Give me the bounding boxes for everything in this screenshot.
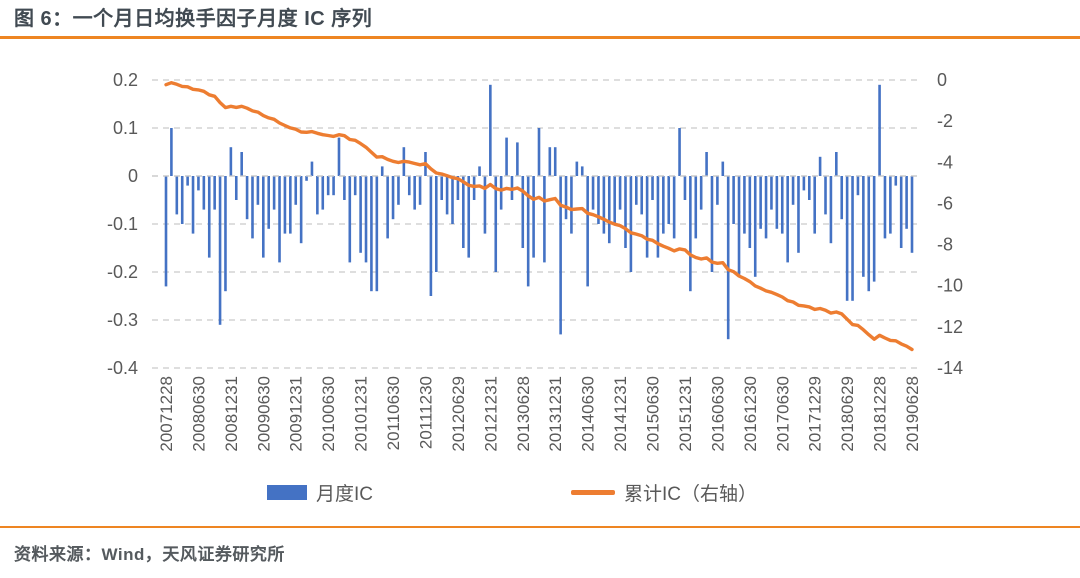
svg-text:-0.1: -0.1 xyxy=(107,214,138,234)
left-axis-tick-labels: 0.2 0.1 0 -0.1 -0.2 -0.3 -0.4 xyxy=(107,70,138,378)
monthly-ic-bars xyxy=(164,84,914,340)
svg-text:0.2: 0.2 xyxy=(113,70,138,90)
legend-line-swatch-icon xyxy=(571,490,615,495)
ic-combo-chart: 0.2 0.1 0 -0.1 -0.2 -0.3 -0.4 0 -2 -4 -6 -8 -10 -12 -1… xyxy=(107,70,963,452)
cumulative-ic-line xyxy=(164,81,914,352)
figure-title: 图 6：一个月日均换手因子月度 IC 序列 xyxy=(14,8,373,30)
accent-rule-top xyxy=(0,36,1080,39)
svg-text:20140630: 20140630 xyxy=(579,376,598,452)
svg-text:0: 0 xyxy=(937,70,947,90)
chart-legend: 月度IC 累计IC（右轴） xyxy=(0,479,1052,506)
svg-text:20110630: 20110630 xyxy=(384,376,403,450)
svg-text:20141231: 20141231 xyxy=(611,376,630,452)
svg-text:-12: -12 xyxy=(937,317,963,337)
svg-text:-2: -2 xyxy=(937,111,953,131)
svg-text:20101231: 20101231 xyxy=(352,376,371,452)
svg-text:20181228: 20181228 xyxy=(871,376,890,452)
svg-text:20190628: 20190628 xyxy=(903,376,922,452)
svg-text:20100630: 20100630 xyxy=(319,376,338,452)
svg-text:-0.2: -0.2 xyxy=(107,262,138,282)
svg-text:-4: -4 xyxy=(937,152,953,172)
legend-bar-swatch-icon xyxy=(266,485,307,500)
grid-lines xyxy=(152,79,920,369)
svg-text:20171229: 20171229 xyxy=(806,376,825,452)
svg-text:0: 0 xyxy=(128,166,138,186)
svg-text:20131231: 20131231 xyxy=(546,376,565,452)
legend-item-cumulative-ic: 累计IC（右轴） xyxy=(571,479,757,506)
svg-text:20161230: 20161230 xyxy=(741,376,760,452)
right-axis-tick-labels: 0 -2 -4 -6 -8 -10 -12 -14 xyxy=(937,70,963,378)
svg-text:-14: -14 xyxy=(937,358,963,378)
svg-text:20071228: 20071228 xyxy=(157,376,176,452)
svg-text:20091231: 20091231 xyxy=(287,376,306,452)
legend-item-monthly-ic: 月度IC xyxy=(266,479,373,506)
legend-line-label: 累计IC（右轴） xyxy=(624,484,758,505)
svg-text:20130628: 20130628 xyxy=(514,376,533,452)
source-note: 资料来源：Wind，天风证券研究所 xyxy=(14,545,285,564)
svg-text:-6: -6 xyxy=(937,193,953,213)
legend-bar-label: 月度IC xyxy=(315,484,373,505)
svg-text:-0.4: -0.4 xyxy=(107,358,138,378)
svg-text:-0.3: -0.3 xyxy=(107,310,138,330)
svg-text:20170630: 20170630 xyxy=(773,376,792,452)
svg-text:20090630: 20090630 xyxy=(254,376,273,452)
svg-text:20081231: 20081231 xyxy=(222,376,241,452)
svg-text:20150630: 20150630 xyxy=(644,376,663,452)
svg-text:20111230: 20111230 xyxy=(416,376,435,449)
svg-text:-10: -10 xyxy=(937,276,963,296)
svg-text:20121231: 20121231 xyxy=(481,376,500,452)
x-axis-tick-labels: 20071228 20080630 20081231 20090630 20091231… xyxy=(157,376,922,452)
svg-text:20080630: 20080630 xyxy=(189,376,208,452)
svg-text:20151231: 20151231 xyxy=(676,376,695,452)
svg-text:-8: -8 xyxy=(937,235,953,255)
svg-text:20180629: 20180629 xyxy=(838,376,857,452)
accent-rule-bottom xyxy=(0,526,1080,528)
svg-text:0.1: 0.1 xyxy=(113,118,138,138)
svg-text:20160630: 20160630 xyxy=(708,376,727,452)
svg-text:20120629: 20120629 xyxy=(449,376,468,452)
